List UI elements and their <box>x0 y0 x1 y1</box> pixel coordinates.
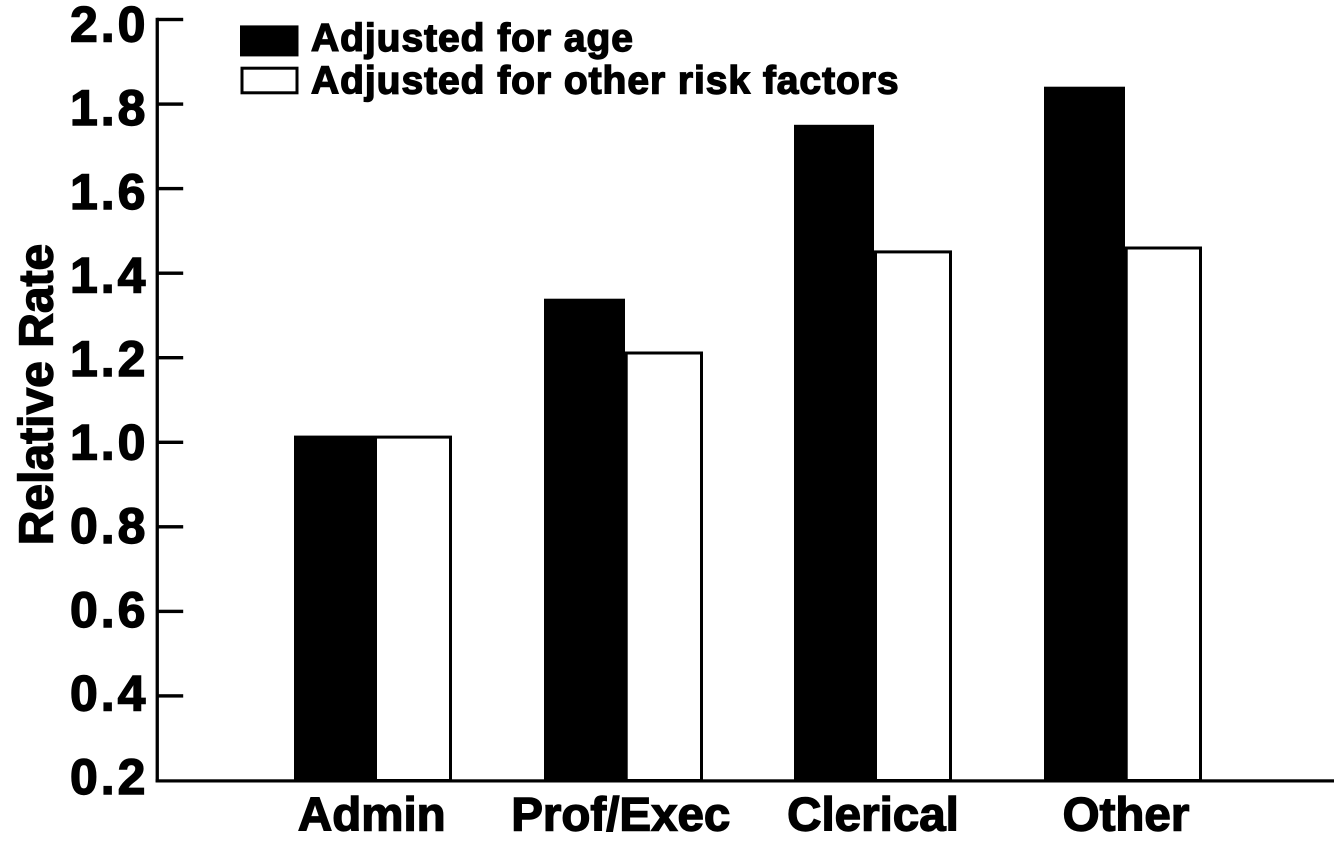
svg-text:1.2: 1.2 <box>70 331 149 387</box>
svg-text:Admin: Admin <box>298 789 446 842</box>
svg-text:1.8: 1.8 <box>70 80 149 136</box>
svg-text:0.8: 0.8 <box>70 498 149 554</box>
svg-text:Prof/Exec: Prof/Exec <box>511 789 730 842</box>
svg-text:0.6: 0.6 <box>70 582 149 638</box>
svg-text:Adjusted for other risk factor: Adjusted for other risk factors <box>311 59 900 102</box>
svg-text:Other: Other <box>1063 789 1190 842</box>
svg-text:1.6: 1.6 <box>70 164 149 220</box>
svg-text:2.0: 2.0 <box>70 0 149 53</box>
svg-text:Relative Rate: Relative Rate <box>10 244 63 545</box>
svg-text:Clerical: Clerical <box>787 789 959 842</box>
svg-text:1.4: 1.4 <box>70 247 149 303</box>
svg-text:0.4: 0.4 <box>70 665 149 721</box>
svg-text:1.0: 1.0 <box>70 415 149 471</box>
svg-text:0.2: 0.2 <box>70 749 149 805</box>
svg-text:Adjusted for age: Adjusted for age <box>311 17 634 60</box>
